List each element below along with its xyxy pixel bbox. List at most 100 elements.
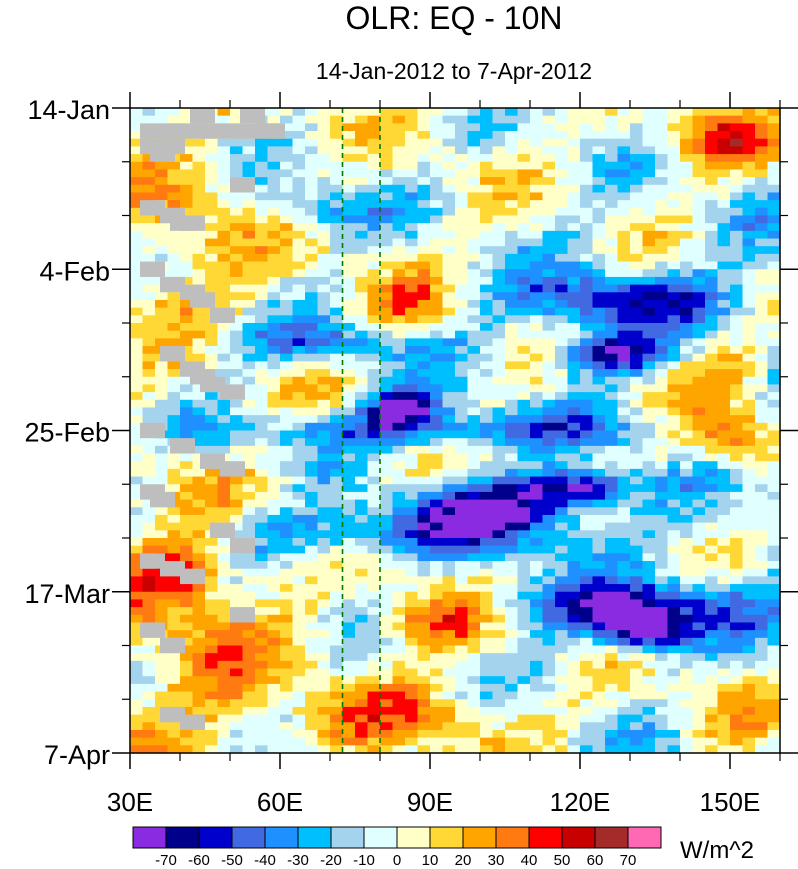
field-cell (617, 238, 631, 247)
field-cell (530, 491, 544, 501)
field-cell (192, 200, 206, 209)
field-cell (642, 376, 656, 386)
field-cell (605, 392, 619, 401)
field-cell (767, 637, 781, 647)
field-cell (767, 238, 781, 247)
field-cell (317, 177, 331, 186)
field-cell (755, 683, 769, 693)
field-cell (505, 261, 519, 270)
field-cell (467, 645, 481, 654)
field-cell (142, 292, 156, 301)
field-cell (530, 392, 544, 401)
field-cell (442, 522, 456, 531)
field-cell (392, 438, 406, 447)
field-cell (230, 645, 244, 654)
missing-cell (220, 461, 245, 477)
field-cell (680, 154, 694, 163)
field-cell (517, 230, 531, 240)
field-cell (617, 576, 631, 585)
field-cell (717, 330, 731, 339)
field-cell (580, 169, 594, 178)
field-cell (542, 138, 556, 147)
field-cell (630, 192, 644, 201)
field-cell (342, 491, 356, 501)
field-cell (267, 138, 281, 147)
field-cell (180, 522, 194, 531)
field-cell (367, 276, 381, 286)
field-cell (392, 745, 406, 754)
field-cell (567, 538, 581, 547)
field-cell (392, 499, 406, 508)
field-cell (492, 292, 506, 301)
field-cell (667, 131, 681, 140)
field-cell (667, 115, 681, 124)
field-cell (580, 614, 594, 624)
field-cell (742, 737, 756, 746)
field-cell (280, 200, 294, 209)
field-cell (255, 484, 269, 493)
field-cell (280, 522, 294, 531)
field-cell (667, 737, 681, 746)
field-cell (642, 422, 656, 432)
field-cell (317, 338, 331, 347)
field-cell (505, 637, 519, 647)
field-cell (767, 123, 781, 132)
field-cell (680, 230, 694, 240)
field-cell (417, 253, 431, 263)
field-cell (292, 599, 306, 608)
field-cell (617, 530, 631, 539)
field-cell (317, 538, 331, 547)
field-cell (317, 576, 331, 585)
field-cell (567, 108, 581, 117)
field-cell (630, 284, 644, 293)
field-cell (630, 108, 644, 117)
field-cell (255, 200, 269, 209)
field-cell (655, 737, 669, 746)
field-cell (242, 568, 256, 577)
field-cell (280, 192, 294, 201)
field-cell (692, 177, 706, 186)
field-cell (405, 622, 419, 631)
field-cell (192, 691, 206, 700)
field-cell (617, 553, 631, 562)
field-cell (717, 737, 731, 746)
field-cell (392, 238, 406, 247)
field-cell (705, 476, 719, 485)
field-cell (705, 361, 719, 370)
field-cell (730, 399, 744, 409)
field-cell (155, 253, 169, 263)
missing-cell (160, 276, 185, 293)
field-cell (205, 729, 219, 739)
field-cell (567, 131, 581, 140)
field-cell (130, 315, 144, 324)
field-cell (530, 369, 544, 378)
field-cell (217, 683, 231, 693)
field-cell (355, 530, 369, 539)
field-cell (605, 292, 619, 301)
field-cell (405, 123, 419, 132)
field-cell (542, 691, 556, 700)
field-cell (642, 468, 656, 478)
field-cell (267, 346, 281, 355)
field-cell (317, 284, 331, 293)
field-cell (517, 599, 531, 608)
field-cell (617, 138, 631, 147)
missing-cell (150, 491, 175, 508)
field-cell (142, 238, 156, 247)
field-cell (680, 207, 694, 217)
field-cell (742, 668, 756, 677)
field-cell (480, 384, 494, 393)
field-cell (367, 292, 381, 301)
field-cell (592, 653, 606, 662)
field-cell (505, 384, 519, 393)
field-cell (417, 338, 431, 347)
field-cell (405, 307, 419, 316)
field-cell (342, 584, 356, 593)
field-cell (155, 223, 169, 232)
field-cell (230, 146, 244, 155)
field-cell (392, 407, 406, 416)
field-cell (492, 453, 506, 462)
field-cell (530, 630, 544, 639)
field-cell (742, 338, 756, 347)
field-cell (705, 238, 719, 247)
